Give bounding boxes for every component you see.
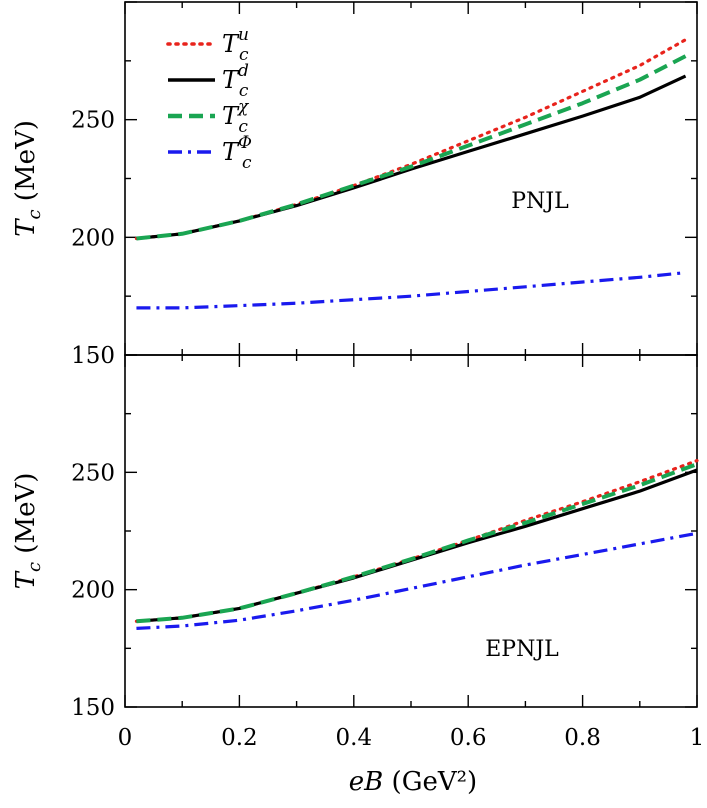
panel-label: PNJL	[511, 189, 569, 214]
series-line-chi-panel-1	[136, 462, 698, 624]
x-axis-title: eB (GeV²)	[349, 767, 477, 797]
legend-label-0: Tu c	[222, 25, 249, 65]
x-tick-label: 0.2	[221, 725, 258, 751]
series-line-u-panel-1	[134, 459, 699, 623]
legend: Tu cTd cTχ cTΦ c	[166, 25, 252, 173]
epnjl-panel: 150 200 250 0 0.2 0.4 0.6 0.8 1 Tc (MeV) EPNJL	[11, 354, 705, 751]
pnjl-panel: 150 200 250 Tc (MeV) PNJL	[11, 1, 698, 369]
y-tick-label: 200	[71, 225, 115, 251]
plot-frame-panel-1	[124, 354, 698, 708]
legend-label-2: Tχ c	[222, 97, 250, 137]
legend-label-1: Td c	[222, 61, 249, 101]
y-tick-label: 150	[71, 695, 115, 721]
y-tick-label: 200	[71, 578, 115, 604]
series-line-d-panel-0	[136, 74, 687, 241]
x-tick-label: 1	[690, 725, 705, 751]
y-tick-label: 250	[71, 108, 115, 134]
series-line-chi-panel-0	[136, 54, 687, 241]
y-tick-label: 150	[71, 343, 115, 369]
x-tick-label: 0.4	[336, 725, 373, 751]
plot-frame-panel-0	[124, 1, 698, 356]
series-line-u-panel-0	[134, 38, 688, 241]
x-tick-label: 0.8	[564, 725, 601, 751]
series-line-phi-panel-0	[136, 271, 686, 310]
y-tick-label: 250	[71, 460, 115, 486]
y-axis-title: Tc (MeV)	[11, 473, 45, 590]
x-tick-label: 0.6	[450, 725, 487, 751]
panel-label: EPNJL	[485, 637, 559, 662]
legend-label-3: TΦ c	[222, 133, 252, 173]
series-line-phi-panel-1	[136, 531, 698, 630]
y-axis-title: Tc (MeV)	[11, 120, 45, 237]
x-tick-label: 0	[118, 725, 133, 751]
